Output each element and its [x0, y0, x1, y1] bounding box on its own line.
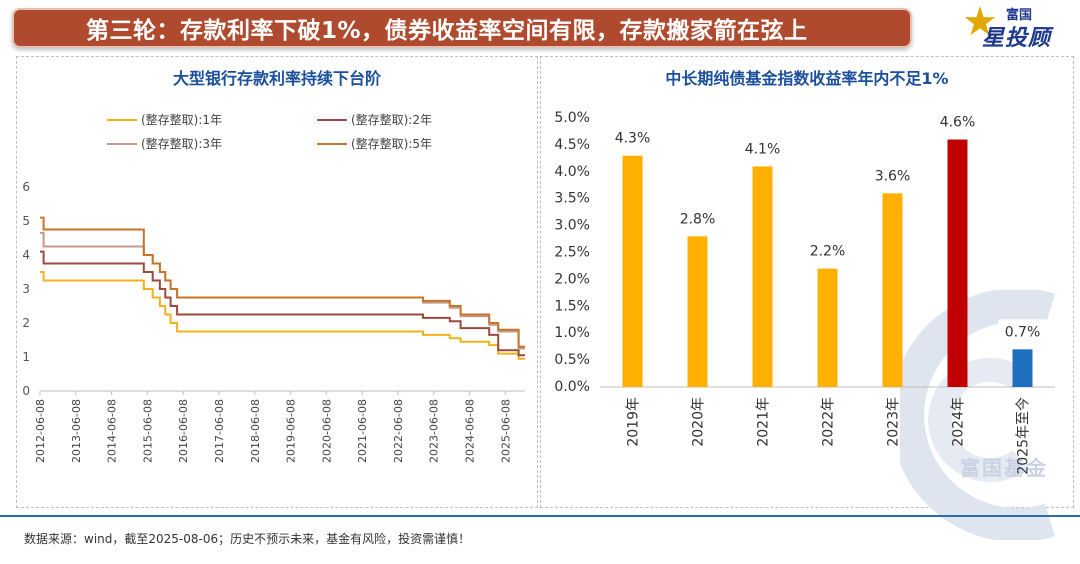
star-icon: ★ [962, 0, 998, 45]
right-chart-title: 中长期纯债基金指数收益率年内不足1% [665, 69, 949, 88]
legend-label-1y: (整存整取):1年 [141, 113, 223, 127]
legend-swatch-1y [107, 118, 137, 121]
brand-top-text: 富国 [1006, 8, 1033, 23]
legend-label-3y: (整存整取):3年 [141, 137, 223, 151]
legend-item-3y: (整存整取):3年 [107, 135, 222, 152]
brand-logo: ★ 富国 星投顾 [962, 2, 1074, 52]
legend-label-5y: (整存整取):5年 [351, 137, 433, 151]
page-title: 第三轮：存款利率下破1%，债券收益率空间有限，存款搬家箭在弦上 [86, 18, 808, 44]
legend-label-2y: (整存整取):2年 [351, 113, 433, 127]
watermark-text: 富国基金 [960, 456, 1048, 480]
legend-swatch-5y [317, 142, 347, 145]
brand-main-text: 星投顾 [982, 26, 1052, 51]
legend-swatch-3y [107, 142, 137, 145]
legend-item-1y: (整存整取):1年 [107, 111, 222, 128]
footer-divider [0, 515, 1080, 517]
legend-swatch-2y [317, 118, 347, 121]
legend-item-5y: (整存整取):5年 [317, 135, 432, 152]
right-chart-panel: 中长期纯债基金指数收益率年内不足1% [540, 56, 1074, 508]
left-chart-panel: 大型银行存款利率持续下台阶 (整存整取):1年 (整存整取):2年 (整存整取)… [16, 56, 538, 508]
title-banner: 第三轮：存款利率下破1%，债券收益率空间有限，存款搬家箭在弦上 [12, 8, 912, 48]
legend-item-2y: (整存整取):2年 [317, 111, 432, 128]
left-chart-title: 大型银行存款利率持续下台阶 [172, 69, 381, 88]
footer-source: 数据来源：wind，截至2025-08-06；历史不预示未来，基金有风险，投资需… [24, 532, 471, 546]
